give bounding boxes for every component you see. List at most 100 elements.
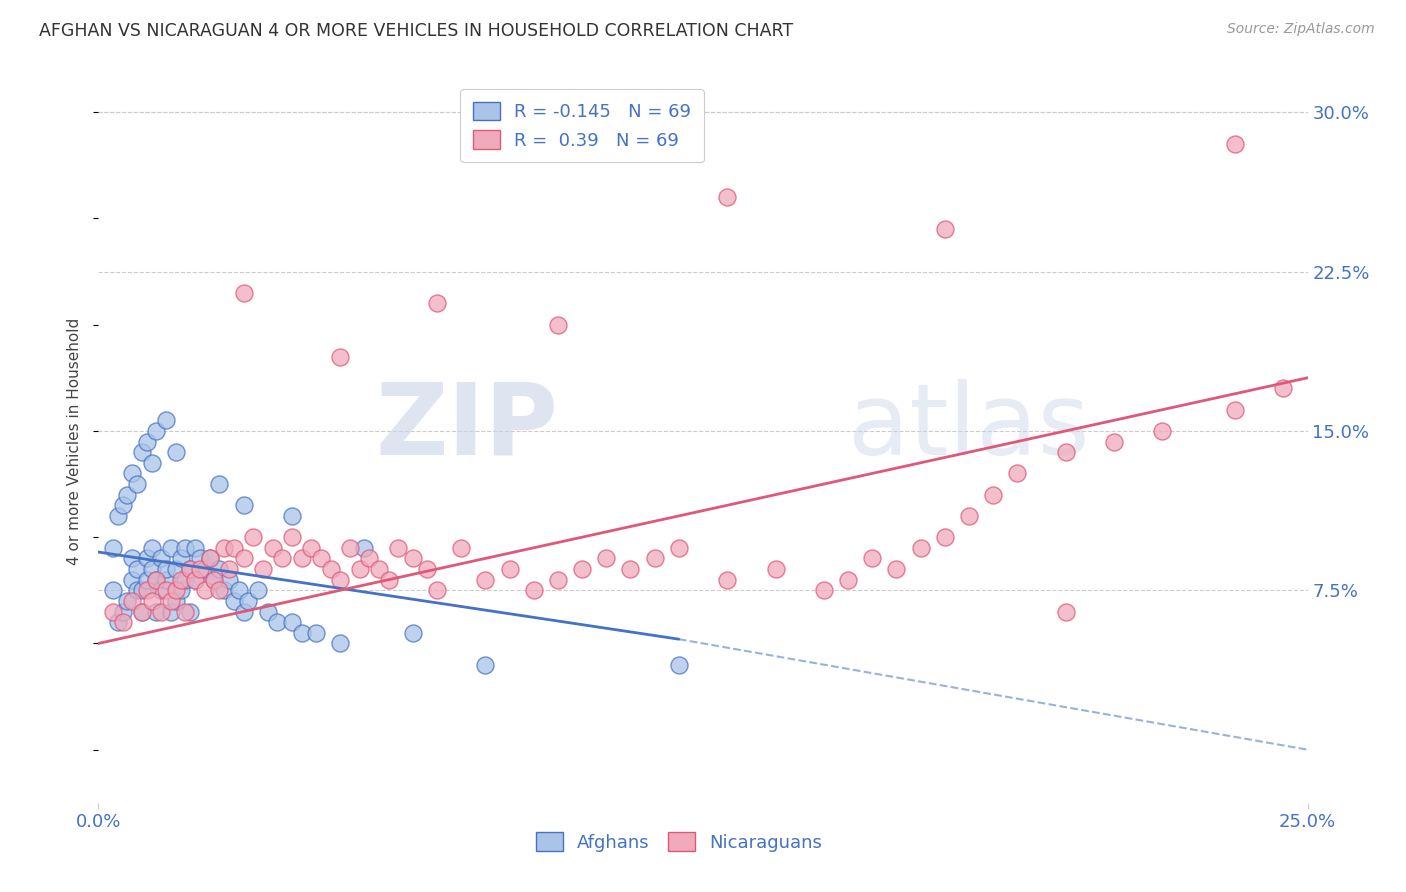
Point	[155, 413, 177, 427]
Point	[145, 424, 167, 438]
Point	[117, 488, 139, 502]
Point	[111, 605, 134, 619]
Point	[242, 530, 264, 544]
Point	[101, 605, 124, 619]
Point	[474, 573, 496, 587]
Point	[111, 498, 134, 512]
Point	[194, 562, 217, 576]
Point	[141, 456, 163, 470]
Point	[188, 551, 211, 566]
Point	[141, 594, 163, 608]
Point	[547, 318, 569, 332]
Y-axis label: 4 or more Vehicles in Household: 4 or more Vehicles in Household	[67, 318, 83, 566]
Point	[668, 541, 690, 555]
Point	[135, 583, 157, 598]
Point	[107, 615, 129, 630]
Point	[981, 488, 1004, 502]
Text: Source: ZipAtlas.com: Source: ZipAtlas.com	[1227, 22, 1375, 37]
Point	[305, 625, 328, 640]
Point	[121, 594, 143, 608]
Point	[204, 573, 226, 587]
Point	[1223, 136, 1246, 151]
Point	[135, 551, 157, 566]
Point	[145, 573, 167, 587]
Point	[179, 562, 201, 576]
Point	[319, 562, 342, 576]
Point	[309, 551, 332, 566]
Point	[299, 541, 322, 555]
Point	[131, 445, 153, 459]
Point	[165, 445, 187, 459]
Point	[359, 551, 381, 566]
Point	[174, 573, 197, 587]
Point	[184, 573, 207, 587]
Point	[716, 190, 738, 204]
Point	[145, 573, 167, 587]
Point	[208, 562, 231, 576]
Point	[107, 508, 129, 523]
Point	[387, 541, 409, 555]
Point	[329, 636, 352, 650]
Point	[127, 477, 149, 491]
Point	[281, 508, 304, 523]
Point	[169, 573, 191, 587]
Point	[595, 551, 617, 566]
Point	[402, 625, 425, 640]
Point	[232, 498, 254, 512]
Point	[121, 573, 143, 587]
Point	[290, 551, 312, 566]
Point	[934, 222, 956, 236]
Point	[169, 583, 191, 598]
Point	[165, 583, 187, 598]
Point	[222, 541, 245, 555]
Text: AFGHAN VS NICARAGUAN 4 OR MORE VEHICLES IN HOUSEHOLD CORRELATION CHART: AFGHAN VS NICARAGUAN 4 OR MORE VEHICLES …	[39, 22, 793, 40]
Point	[228, 583, 250, 598]
Point	[212, 583, 235, 598]
Point	[218, 573, 240, 587]
Point	[155, 573, 177, 587]
Point	[165, 594, 187, 608]
Point	[127, 583, 149, 598]
Point	[208, 477, 231, 491]
Point	[184, 541, 207, 555]
Point	[127, 562, 149, 576]
Point	[188, 562, 211, 576]
Point	[353, 541, 375, 555]
Point	[837, 573, 859, 587]
Point	[644, 551, 666, 566]
Point	[271, 551, 294, 566]
Point	[165, 562, 187, 576]
Point	[150, 551, 173, 566]
Point	[910, 541, 932, 555]
Point	[349, 562, 371, 576]
Point	[145, 605, 167, 619]
Point	[101, 583, 124, 598]
Point	[1152, 424, 1174, 438]
Point	[426, 296, 449, 310]
Point	[160, 541, 183, 555]
Point	[155, 562, 177, 576]
Point	[150, 605, 173, 619]
Point	[184, 573, 207, 587]
Point	[179, 562, 201, 576]
Point	[101, 541, 124, 555]
Point	[266, 615, 288, 630]
Point	[416, 562, 439, 576]
Point	[160, 605, 183, 619]
Point	[860, 551, 883, 566]
Point	[117, 594, 139, 608]
Point	[1054, 605, 1077, 619]
Point	[450, 541, 472, 555]
Point	[179, 605, 201, 619]
Point	[281, 530, 304, 544]
Point	[111, 615, 134, 630]
Point	[523, 583, 546, 598]
Point	[329, 350, 352, 364]
Point	[174, 541, 197, 555]
Point	[1223, 402, 1246, 417]
Legend: Afghans, Nicaraguans: Afghans, Nicaraguans	[529, 825, 830, 859]
Point	[262, 541, 284, 555]
Point	[377, 573, 399, 587]
Point	[155, 583, 177, 598]
Point	[238, 594, 260, 608]
